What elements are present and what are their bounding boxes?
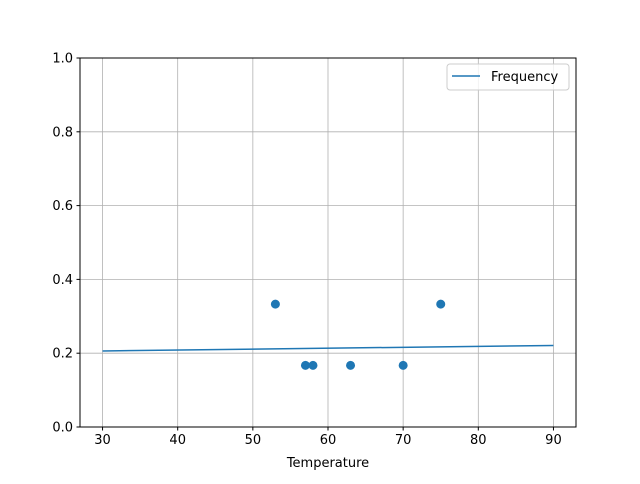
y-tick-label: 0.4 — [52, 273, 73, 288]
scatter-point — [398, 360, 408, 370]
x-tick-label: 70 — [395, 433, 412, 448]
plot-marks — [102, 299, 554, 370]
scatter-point — [300, 360, 310, 370]
y-tick-label: 0.6 — [52, 199, 73, 214]
frequency-line — [102, 344, 554, 352]
x-tick-label: 60 — [320, 433, 337, 448]
x-tick-label: 30 — [94, 433, 111, 448]
x-axis-label: Temperature — [286, 456, 369, 471]
scatter-point — [346, 360, 356, 370]
x-tick-label: 80 — [470, 433, 487, 448]
y-tick-label: 1.0 — [52, 52, 73, 67]
x-tick-label: 90 — [545, 433, 562, 448]
ticks: 30 40 50 60 70 80 90 0.0 0.2 0.4 0.6 0.8 1.0 — [52, 52, 561, 449]
scatter-point — [436, 299, 446, 309]
x-tick-label: 50 — [245, 433, 262, 448]
scatter-point — [308, 360, 318, 370]
legend-label: Frequency — [491, 70, 558, 85]
legend-box — [446, 63, 570, 91]
y-tick-label: 0.2 — [52, 347, 73, 362]
x-tick-label: 40 — [169, 433, 186, 448]
y-tick-label: 0.8 — [52, 125, 73, 140]
y-tick-label: 0.0 — [52, 421, 73, 436]
legend: Frequency — [446, 63, 570, 91]
scatter-point — [270, 299, 280, 309]
